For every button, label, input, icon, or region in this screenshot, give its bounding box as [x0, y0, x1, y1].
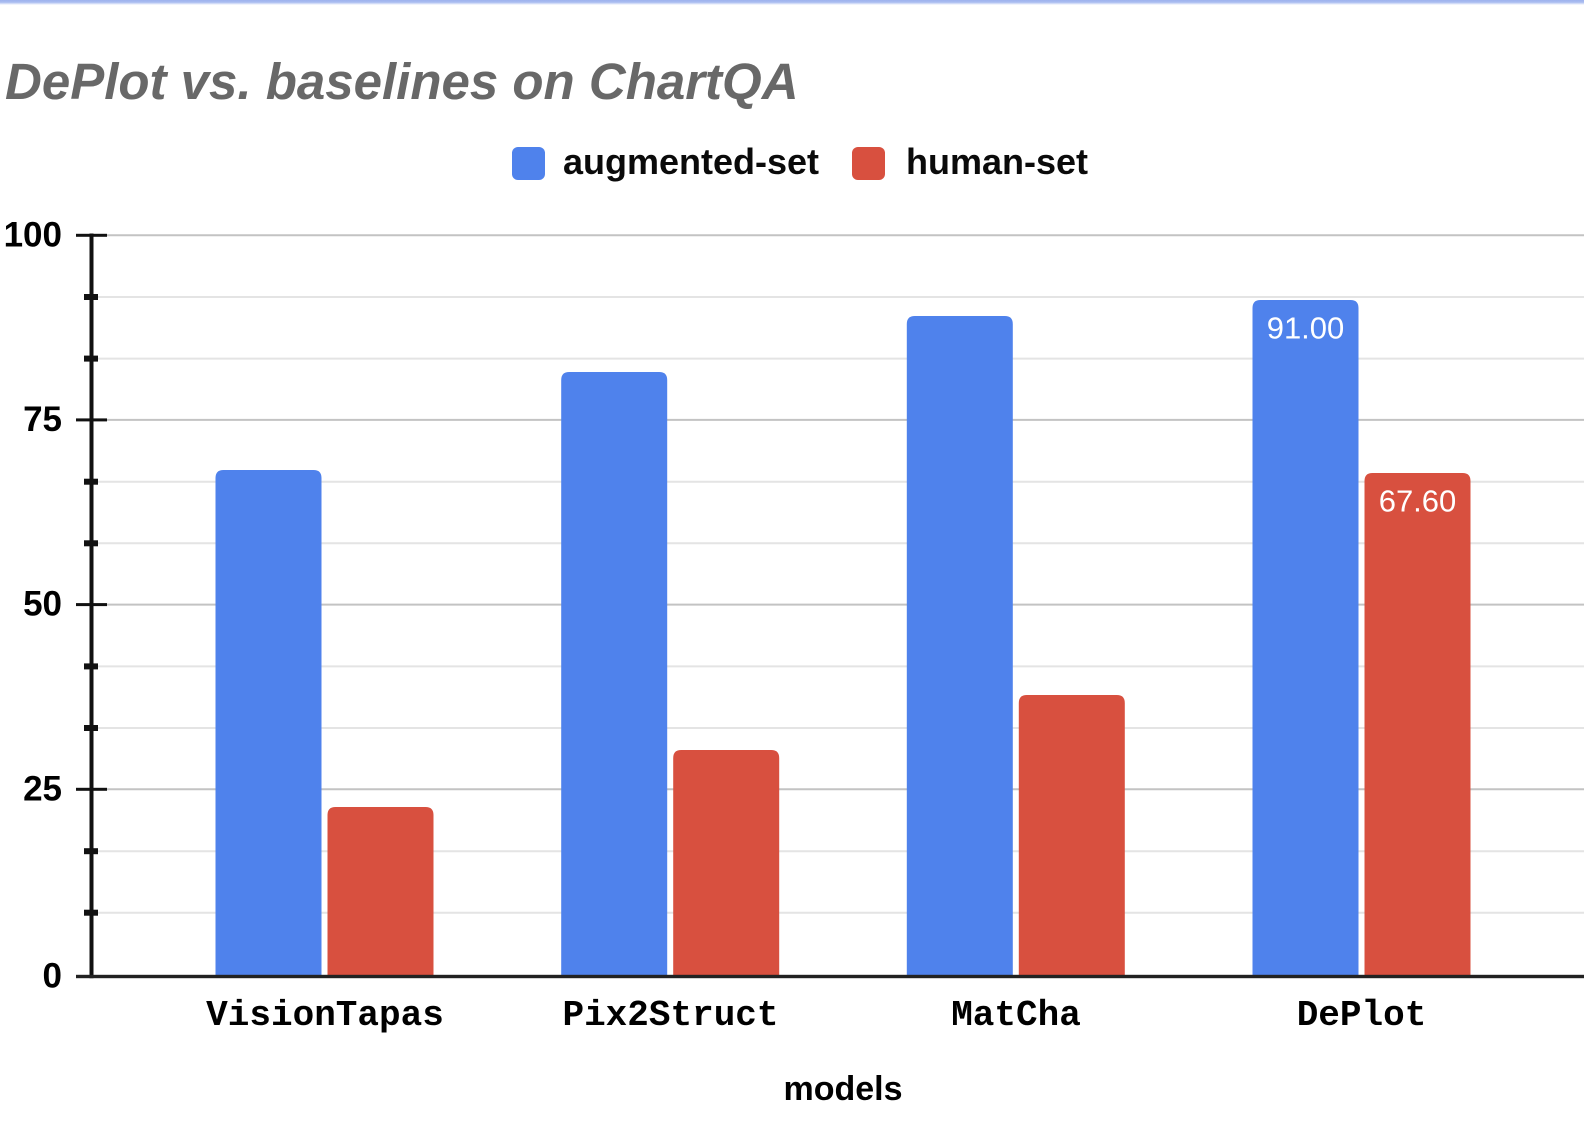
svg-text:75: 75 — [23, 400, 62, 439]
svg-text:DePlot: DePlot — [1297, 995, 1427, 1036]
svg-text:0: 0 — [43, 956, 62, 995]
svg-text:25: 25 — [23, 769, 62, 808]
svg-text:50: 50 — [23, 585, 62, 624]
svg-text:91.00: 91.00 — [1267, 311, 1345, 346]
svg-text:67.60: 67.60 — [1379, 484, 1457, 519]
svg-text:VisionTapas: VisionTapas — [206, 995, 444, 1036]
svg-text:Pix2Struct: Pix2Struct — [562, 995, 778, 1036]
svg-text:models: models — [783, 1070, 902, 1108]
svg-text:MatCha: MatCha — [951, 995, 1081, 1036]
svg-text:100: 100 — [4, 215, 62, 254]
